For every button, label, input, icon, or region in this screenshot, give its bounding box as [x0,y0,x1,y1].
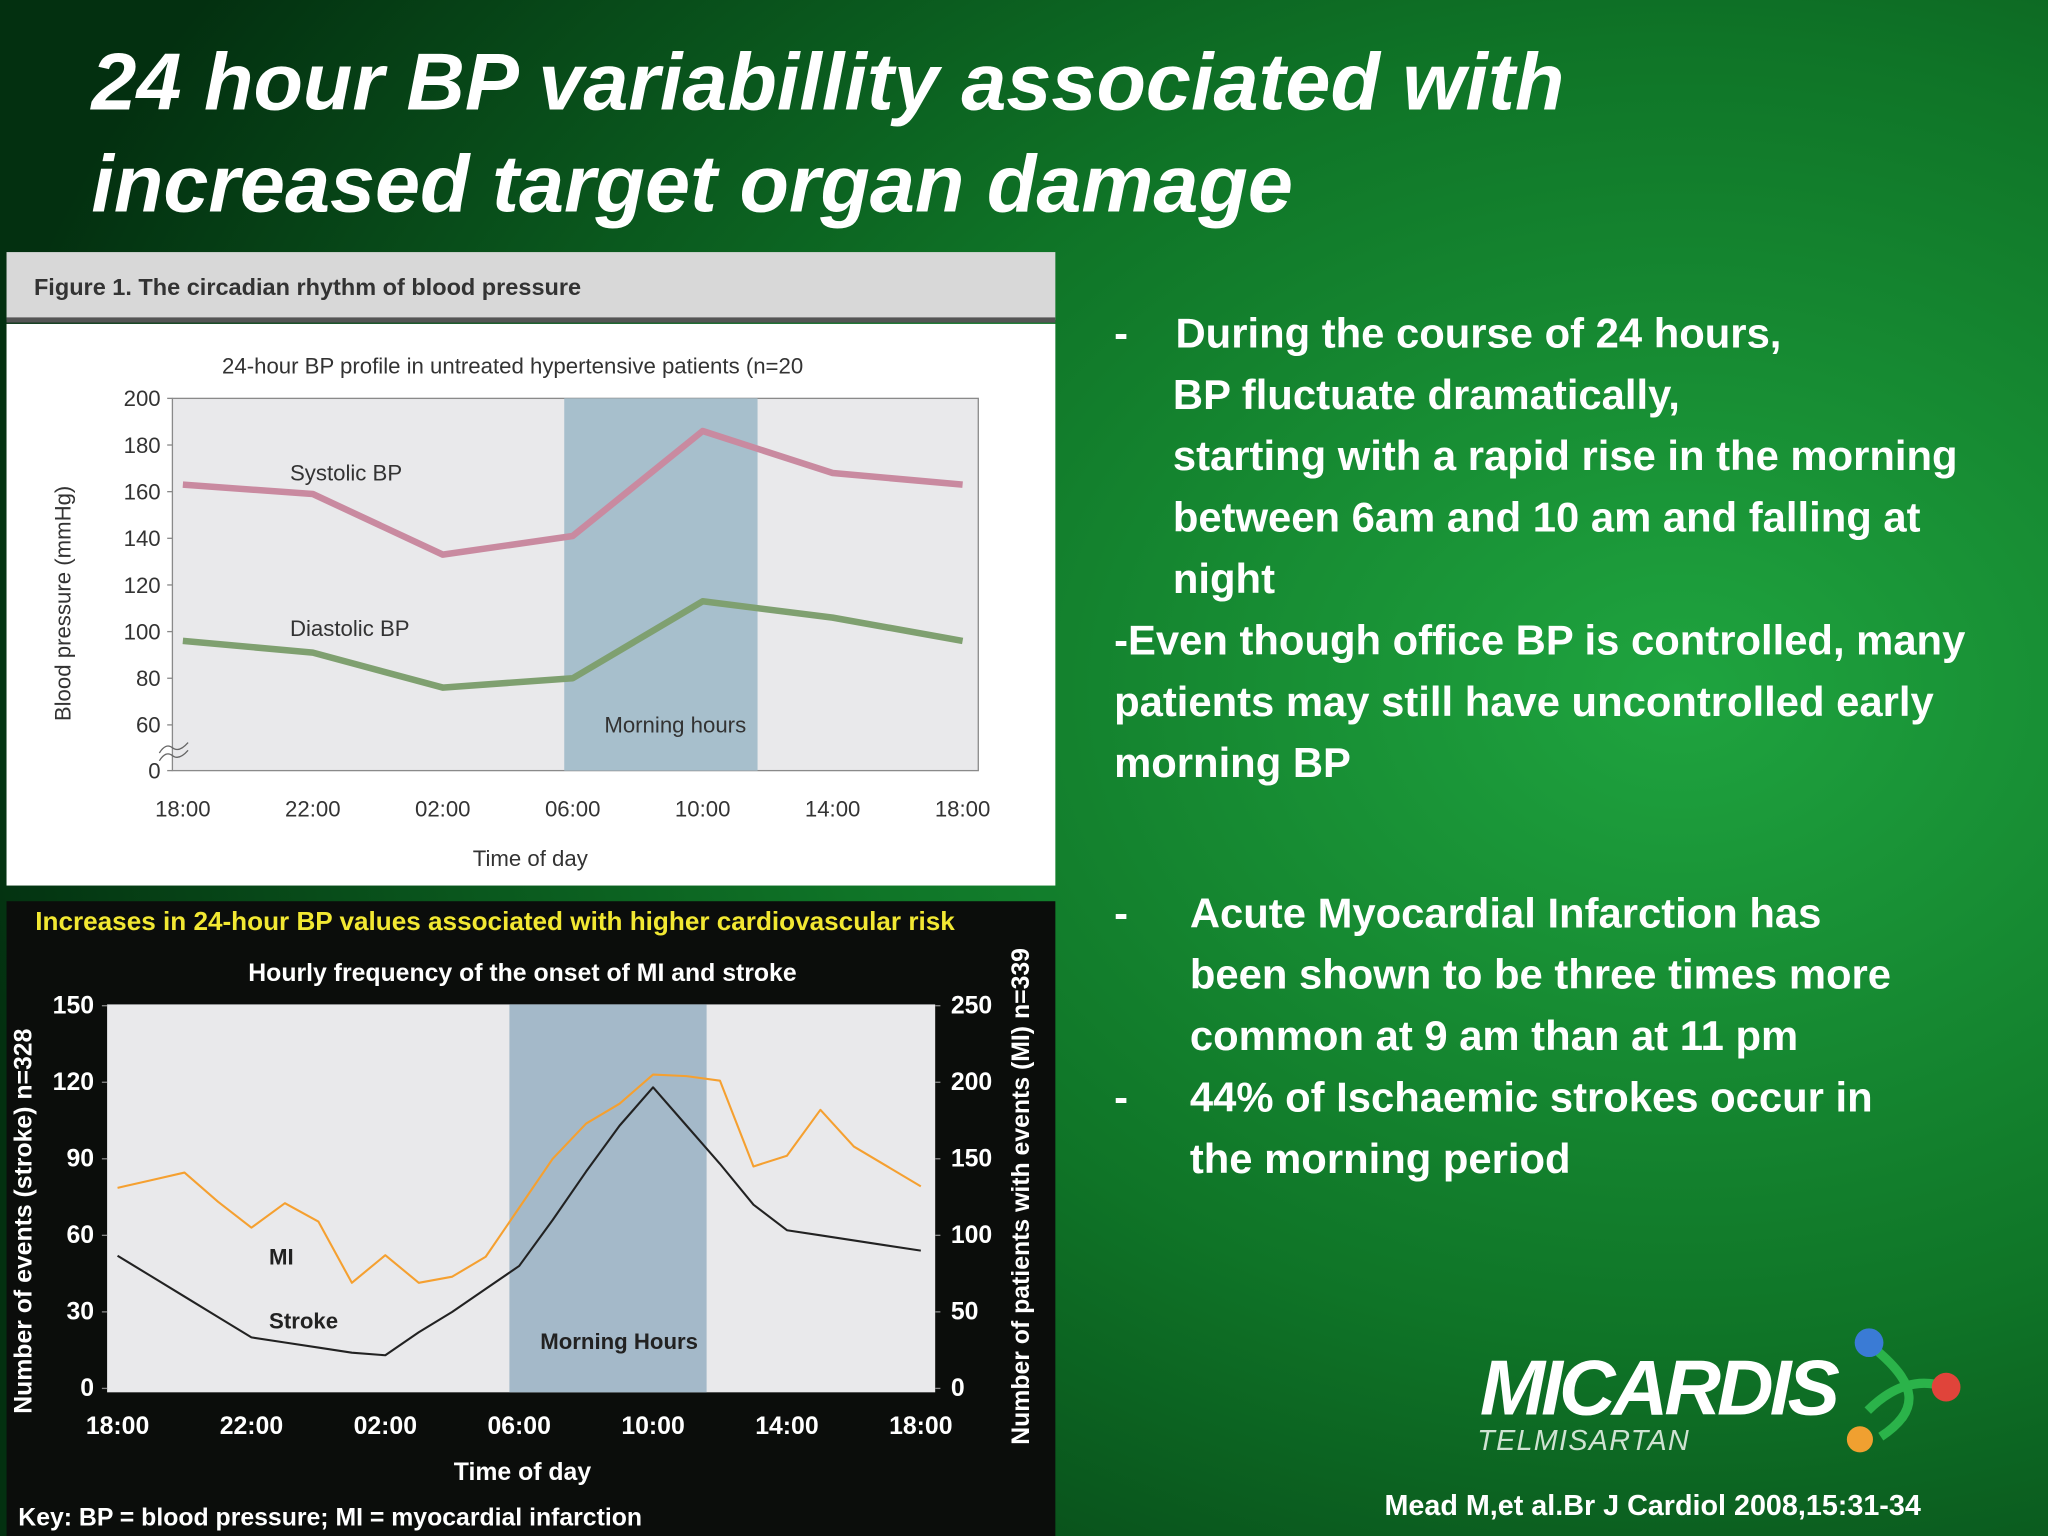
bullet-marker: - [1114,1074,1128,1121]
bullet-text: night [1173,555,1275,602]
y-tick-label: 120 [53,1069,94,1096]
x-tick-label: 18:00 [889,1413,952,1440]
y2-tick-label: 200 [951,1069,992,1096]
bullet-text: starting with a rapid rise in the mornin… [1173,432,1958,479]
figure-header: Increases in 24-hour BP values associate… [35,906,955,936]
x-tick-label: 18:00 [155,796,211,821]
y-tick-label: 200 [124,386,161,411]
y2-tick-label: 150 [951,1146,992,1173]
x-axis-label: Time of day [454,1459,592,1486]
y2-tick-label: 50 [951,1299,979,1326]
y-tick-label: 80 [136,666,161,691]
citation: Mead M,et al.Br J Cardiol 2008,15:31-34 [1384,1490,1920,1522]
x-tick-label: 10:00 [621,1413,684,1440]
slide-title: increased target organ damage [91,140,1292,230]
x-tick-label: 02:00 [354,1413,417,1440]
x-tick-label: 10:00 [675,796,731,821]
bullet-text: Acute Myocardial Infarction has [1190,889,1822,936]
bullet-marker: - [1114,889,1128,936]
logo-brand: MICARDIS [1480,1344,1840,1432]
series-line [117,1086,921,1357]
logo-generic: TELMISARTAN [1477,1425,1690,1457]
x-tick-label: 18:00 [86,1413,149,1440]
series-label: Diastolic BP [290,616,410,641]
x-tick-label: 14:00 [805,796,861,821]
bullet-marker: - [1114,309,1128,356]
y-tick-label: 150 [53,993,94,1020]
y-tick-label: 0 [80,1375,94,1402]
bullet-text: During the course of 24 hours, [1176,309,1782,356]
chart-title: Hourly frequency of the onset of MI and … [248,960,796,987]
x-tick-label: 18:00 [935,796,991,821]
x-tick-label: 22:00 [220,1413,283,1440]
annotation: Morning hours [604,713,746,738]
y-tick-label: 60 [136,713,161,738]
key: Key: BP = blood pressure; MI = myocardia… [18,1505,642,1532]
logo-mark [1846,1328,1961,1453]
x-tick-label: 06:00 [487,1413,550,1440]
y2-axis-label: Number of patients with events (MI) n=33… [1008,948,1035,1445]
y-tick-label: 100 [124,619,161,644]
bullet-text: common at 9 am than at 11 pm [1190,1012,1798,1059]
y-tick-label: 0 [148,758,160,783]
y-tick-label: 90 [66,1146,94,1173]
x-tick-label: 06:00 [545,796,601,821]
figure-label: Figure 1. The circadian rhythm of blood … [34,274,581,300]
bullet-text: BP fluctuate dramatically, [1173,371,1680,418]
bullet-text: been shown to be three times more [1190,951,1891,998]
y-tick-label: 160 [124,479,161,504]
bullet-text: 44% of Ischaemic strokes occur in [1190,1074,1873,1121]
y-axis-label: Number of events (stroke) n=328 [10,1028,37,1413]
y-tick-label: 140 [124,526,161,551]
axis-break [158,742,189,762]
series-label: Stroke [269,1308,338,1333]
x-tick-label: 22:00 [285,796,341,821]
y-tick-label: 120 [124,573,161,598]
series-line [182,598,964,691]
y-tick-label: 60 [66,1222,94,1249]
series-line [117,1073,922,1284]
series-label: Systolic BP [290,461,402,486]
y2-tick-label: 100 [951,1222,992,1249]
bullet-text: -Even though office BP is controlled, ma… [1114,616,1966,663]
y-tick-label: 30 [66,1299,94,1326]
y-tick-label: 180 [124,433,161,458]
annotation: Morning Hours [540,1329,698,1354]
bullet-text: between 6am and 10 am and falling at [1173,494,1921,541]
x-tick-label: 14:00 [755,1413,818,1440]
chart-title: 24-hour BP profile in untreated hyperten… [222,354,803,379]
x-tick-label: 02:00 [415,796,471,821]
figure-rule [6,317,1056,323]
y2-tick-label: 0 [951,1375,965,1402]
morning-band [564,398,758,771]
series-label: MI [269,1244,294,1269]
morning-band [509,1004,707,1393]
figure-header [6,252,1056,320]
x-axis-label: Time of day [473,846,589,871]
y-axis-label: Blood pressure (mmHg) [51,486,76,722]
y2-tick-label: 250 [951,993,992,1020]
bullet-text: the morning period [1190,1135,1571,1182]
bullet-text: patients may still have uncontrolled ear… [1114,678,1934,725]
series-line [182,427,963,558]
slide-title: 24 hour BP variabillity associated with [89,38,1564,128]
bullet-text: morning BP [1114,739,1351,786]
